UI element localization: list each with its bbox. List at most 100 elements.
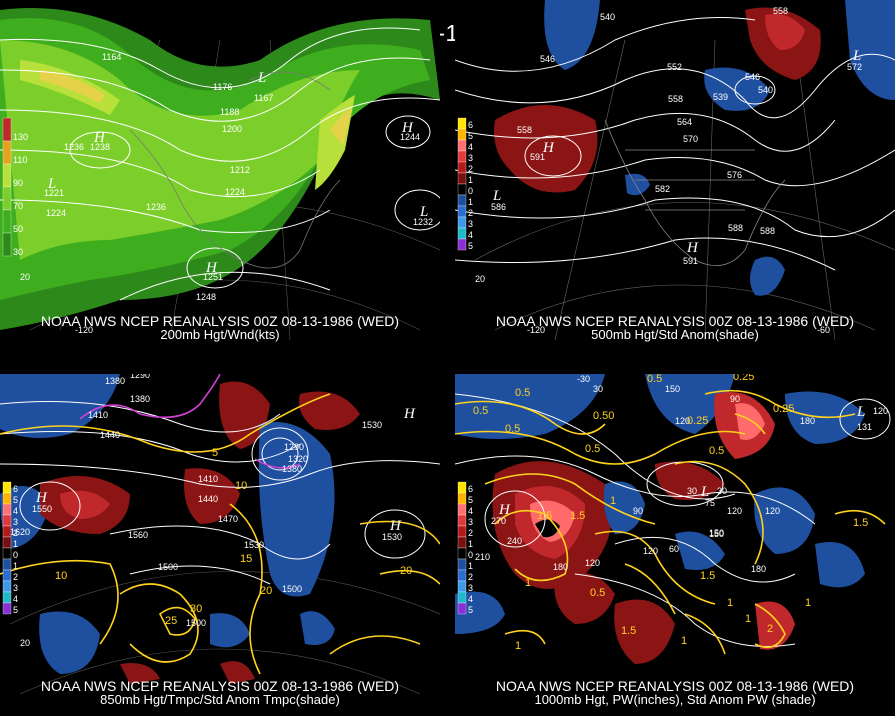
svg-text:1530: 1530 <box>244 540 264 550</box>
svg-text:1248: 1248 <box>196 292 216 302</box>
svg-text:270: 270 <box>491 516 506 526</box>
colorbar-label: 3 <box>468 219 473 229</box>
pw-labels: 0.5 0.5 0.5 0.50 0.5 0.25 0.25 0.25 0.5 … <box>473 374 868 652</box>
colorbar-label: 2 <box>13 528 18 538</box>
svg-text:90: 90 <box>730 394 740 404</box>
svg-text:1221: 1221 <box>44 188 64 198</box>
colorbar-label: 4 <box>468 594 473 604</box>
colorbar-swatch <box>457 227 467 240</box>
colorbar-swatch <box>2 232 12 257</box>
svg-text:150: 150 <box>709 528 724 538</box>
svg-text:180: 180 <box>751 564 766 574</box>
colorbar-swatch <box>2 547 12 560</box>
svg-text:1164: 1164 <box>102 52 121 62</box>
colorbar-swatch <box>2 481 12 494</box>
svg-text:-120: -120 <box>75 325 93 335</box>
svg-text:1238: 1238 <box>90 142 110 152</box>
svg-text:1.5: 1.5 <box>853 517 868 529</box>
svg-text:0.5: 0.5 <box>709 445 724 457</box>
colorbar-swatch <box>457 481 467 494</box>
lat-lon-grid <box>474 39 895 341</box>
panel-1000mb: -30 30 150 120 90 30 120 180 120 150 90 … <box>455 374 895 716</box>
colorbar-label: 70 <box>13 201 23 211</box>
colorbar-label: 5 <box>468 495 473 505</box>
svg-text:0.5: 0.5 <box>647 374 662 385</box>
svg-text:-120: -120 <box>527 325 545 335</box>
colorbar-swatch <box>457 194 467 207</box>
svg-text:558: 558 <box>773 6 788 16</box>
colorbar-swatch <box>2 536 12 549</box>
colorbar-label: 1 <box>13 561 18 571</box>
svg-text:25: 25 <box>165 615 177 627</box>
svg-text:1212: 1212 <box>230 165 250 175</box>
svg-text:120: 120 <box>727 506 742 516</box>
svg-text:1410: 1410 <box>88 410 108 420</box>
height-contours <box>455 17 895 271</box>
svg-text:576: 576 <box>727 170 742 180</box>
colorbar-label: 6 <box>468 484 473 494</box>
svg-text:75: 75 <box>705 498 715 508</box>
colorbar-label: 1 <box>468 539 473 549</box>
colorbar-swatch <box>2 492 12 505</box>
temperature-labels: 5 10 10 15 20 25 30 20 <box>55 447 412 627</box>
colorbar-swatch <box>457 503 467 516</box>
svg-text:1.5: 1.5 <box>700 570 715 582</box>
svg-text:20: 20 <box>260 585 272 597</box>
svg-text:120: 120 <box>765 506 780 516</box>
svg-text:120: 120 <box>585 558 600 568</box>
svg-text:180: 180 <box>800 416 815 426</box>
colorbar-swatch <box>2 117 12 142</box>
svg-text:1: 1 <box>745 613 751 625</box>
contour-labels: 1290 1380 1410 1440 1380 1410 1440 1470 … <box>88 374 382 628</box>
colorbar-label: 5 <box>468 131 473 141</box>
svg-text:540: 540 <box>600 12 615 22</box>
coastlines <box>129 71 341 269</box>
svg-text:L: L <box>419 204 428 220</box>
svg-text:210: 210 <box>475 552 490 562</box>
colorbar-label: 3 <box>13 583 18 593</box>
colorbar-swatch <box>457 117 467 130</box>
map-1000mb: -30 30 150 120 90 30 120 180 120 150 90 … <box>455 374 891 664</box>
anomaly-shading <box>494 0 895 296</box>
svg-text:591: 591 <box>530 152 545 162</box>
svg-text:591: 591 <box>683 256 698 266</box>
svg-text:5: 5 <box>212 447 218 459</box>
colorbar-label: 1 <box>468 197 473 207</box>
svg-text:30: 30 <box>717 486 727 496</box>
svg-text:H: H <box>35 490 48 506</box>
colorbar-swatch <box>457 150 467 163</box>
svg-text:539: 539 <box>713 92 728 102</box>
svg-text:1200: 1200 <box>222 124 242 134</box>
colorbar-swatch <box>457 591 467 604</box>
svg-text:1224: 1224 <box>225 187 245 197</box>
svg-text:572: 572 <box>847 62 862 72</box>
freezing-contour <box>79 374 301 469</box>
svg-text:1: 1 <box>525 577 531 589</box>
svg-text:20: 20 <box>475 274 485 284</box>
svg-text:15: 15 <box>240 553 252 565</box>
svg-text:1176: 1176 <box>213 82 232 92</box>
panel-200mb: 1164 1176 1188 1200 1212 1224 1236 1224 … <box>0 0 440 342</box>
svg-text:588: 588 <box>728 223 743 233</box>
tick-labels: -120 20 <box>20 272 93 335</box>
svg-text:10: 10 <box>235 480 247 492</box>
svg-text:H: H <box>205 260 218 276</box>
svg-text:1410: 1410 <box>198 474 218 484</box>
svg-text:0.25: 0.25 <box>733 374 754 383</box>
svg-text:1: 1 <box>727 597 733 609</box>
svg-text:60: 60 <box>669 544 679 554</box>
colorbar-label: 4 <box>13 594 18 604</box>
svg-text:582: 582 <box>655 184 670 194</box>
svg-text:1: 1 <box>610 495 616 507</box>
svg-text:1380: 1380 <box>282 464 302 474</box>
map-500mb: 546 540 552 558 546 540 558 564 570 576 … <box>455 0 895 341</box>
svg-text:552: 552 <box>667 62 682 72</box>
svg-text:1236: 1236 <box>64 142 84 152</box>
svg-text:1167: 1167 <box>254 93 273 103</box>
svg-text:L: L <box>47 176 56 192</box>
coastlines <box>604 119 786 267</box>
svg-text:564: 564 <box>677 117 692 127</box>
svg-text:540: 540 <box>758 85 773 95</box>
svg-text:1550: 1550 <box>32 504 52 514</box>
svg-text:H: H <box>389 518 402 534</box>
